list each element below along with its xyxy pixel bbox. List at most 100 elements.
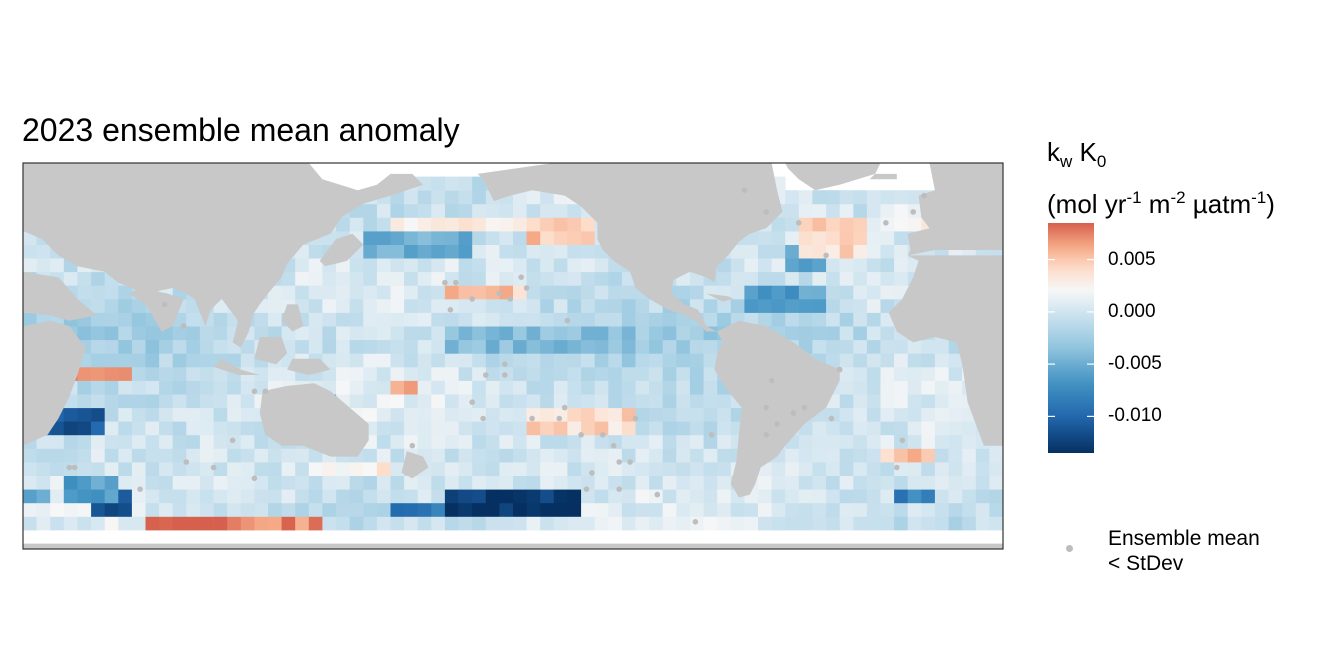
land-polygon bbox=[129, 288, 184, 332]
anomaly-cell bbox=[621, 475, 636, 490]
anomaly-cell bbox=[907, 190, 922, 205]
anomaly-cell bbox=[785, 326, 800, 341]
anomaly-cell bbox=[104, 366, 119, 381]
anomaly-cell bbox=[921, 489, 936, 504]
anomaly-cell bbox=[553, 271, 568, 286]
anomaly-cell bbox=[145, 407, 160, 422]
anomaly-cell bbox=[662, 353, 677, 368]
anomaly-cell bbox=[880, 203, 895, 218]
land-polygon bbox=[254, 337, 288, 365]
anomaly-cell bbox=[417, 394, 432, 409]
anomaly-cell bbox=[989, 475, 1004, 490]
anomaly-cell bbox=[104, 434, 119, 449]
anomaly-cell bbox=[308, 475, 323, 490]
stipple-point bbox=[447, 307, 454, 313]
anomaly-cell bbox=[689, 366, 704, 381]
anomaly-cell bbox=[594, 326, 609, 341]
anomaly-cell bbox=[635, 380, 650, 395]
anomaly-cell bbox=[866, 366, 881, 381]
anomaly-cell bbox=[499, 312, 514, 327]
land-polygon bbox=[23, 320, 86, 446]
anomaly-cell bbox=[36, 448, 51, 463]
anomaly-cell bbox=[431, 421, 446, 436]
stipple-point bbox=[453, 279, 459, 286]
anomaly-cell bbox=[676, 448, 691, 463]
anomaly-cell bbox=[771, 285, 786, 300]
anomaly-cell bbox=[962, 462, 977, 476]
anomaly-cell bbox=[540, 475, 555, 490]
anomaly-cell bbox=[118, 489, 133, 504]
anomaly-cell bbox=[540, 421, 555, 436]
anomaly-cell bbox=[485, 231, 500, 245]
land-polygon bbox=[401, 451, 429, 479]
anomaly-cell bbox=[581, 475, 596, 490]
anomaly-cell bbox=[417, 298, 432, 313]
anomaly-cell bbox=[404, 285, 419, 300]
anomaly-cell bbox=[499, 339, 514, 354]
anomaly-cell bbox=[676, 462, 691, 476]
anomaly-cell bbox=[581, 298, 596, 313]
anomaly-cell bbox=[349, 475, 364, 490]
anomaly-cell bbox=[36, 434, 51, 449]
anomaly-cell bbox=[104, 339, 119, 354]
anomaly-cell bbox=[131, 407, 146, 422]
anomaly-cell bbox=[880, 285, 895, 300]
anomaly-cell bbox=[989, 489, 1004, 504]
anomaly-cell bbox=[553, 516, 568, 531]
stipple-point bbox=[692, 519, 699, 525]
anomaly-cell bbox=[540, 203, 555, 218]
anomaly-cell bbox=[186, 353, 201, 368]
anomaly-cell bbox=[608, 462, 623, 476]
anomaly-cell bbox=[581, 502, 596, 517]
anomaly-cell bbox=[376, 203, 391, 218]
anomaly-cell bbox=[553, 502, 568, 517]
chart-title: 2023 ensemble mean anomaly bbox=[22, 112, 460, 148]
anomaly-cell bbox=[649, 434, 664, 449]
anomaly-cell bbox=[444, 475, 459, 490]
anomaly-cell bbox=[472, 366, 487, 381]
anomaly-cell bbox=[962, 421, 977, 436]
anomaly-cell bbox=[23, 502, 37, 517]
anomaly-cell bbox=[131, 298, 146, 313]
anomaly-cell bbox=[703, 298, 718, 313]
anomaly-cell bbox=[962, 489, 977, 504]
anomaly-cell bbox=[621, 489, 636, 504]
anomaly-cell bbox=[540, 258, 555, 273]
anomaly-cell bbox=[567, 434, 582, 449]
anomaly-cell bbox=[240, 448, 255, 463]
stipple-point bbox=[502, 361, 508, 368]
anomaly-cell bbox=[567, 366, 582, 381]
anomaly-cell bbox=[485, 380, 500, 395]
anomaly-cell bbox=[404, 271, 419, 286]
anomaly-cell bbox=[581, 366, 596, 381]
anomaly-cell bbox=[689, 394, 704, 409]
anomaly-cell bbox=[431, 475, 446, 490]
anomaly-cell bbox=[485, 353, 500, 368]
anomaly-cell bbox=[444, 516, 459, 531]
anomaly-cell bbox=[853, 366, 868, 381]
anomaly-cell bbox=[363, 258, 378, 273]
anomaly-cell bbox=[689, 475, 704, 490]
anomaly-cell bbox=[472, 421, 487, 436]
anomaly-cell bbox=[172, 366, 187, 381]
anomaly-cell bbox=[444, 190, 459, 205]
anomaly-cell bbox=[349, 312, 364, 327]
stipple-point bbox=[741, 187, 748, 193]
anomaly-cell bbox=[540, 244, 555, 259]
anomaly-cell bbox=[526, 434, 541, 449]
anomaly-cell bbox=[363, 407, 378, 422]
anomaly-cell bbox=[417, 312, 432, 327]
anomaly-cell bbox=[23, 244, 37, 259]
anomaly-cell bbox=[894, 244, 909, 259]
anomaly-cell bbox=[404, 231, 419, 245]
anomaly-cell bbox=[894, 489, 909, 504]
anomaly-cell bbox=[172, 448, 187, 463]
anomaly-cell bbox=[635, 516, 650, 531]
anomaly-cell bbox=[839, 285, 854, 300]
anomaly-cell bbox=[553, 366, 568, 381]
anomaly-cell bbox=[934, 448, 949, 463]
anomaly-cell bbox=[431, 366, 446, 381]
anomaly-cell bbox=[485, 421, 500, 436]
anomaly-cell bbox=[853, 421, 868, 436]
anomaly-cell bbox=[567, 258, 582, 273]
